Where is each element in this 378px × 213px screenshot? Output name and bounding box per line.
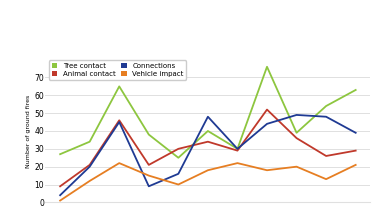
Legend: Tree contact, Animal contact, Connections, Vehicle impact: Tree contact, Animal contact, Connection… xyxy=(49,60,186,80)
Y-axis label: Number of ground fires: Number of ground fires xyxy=(26,94,31,168)
